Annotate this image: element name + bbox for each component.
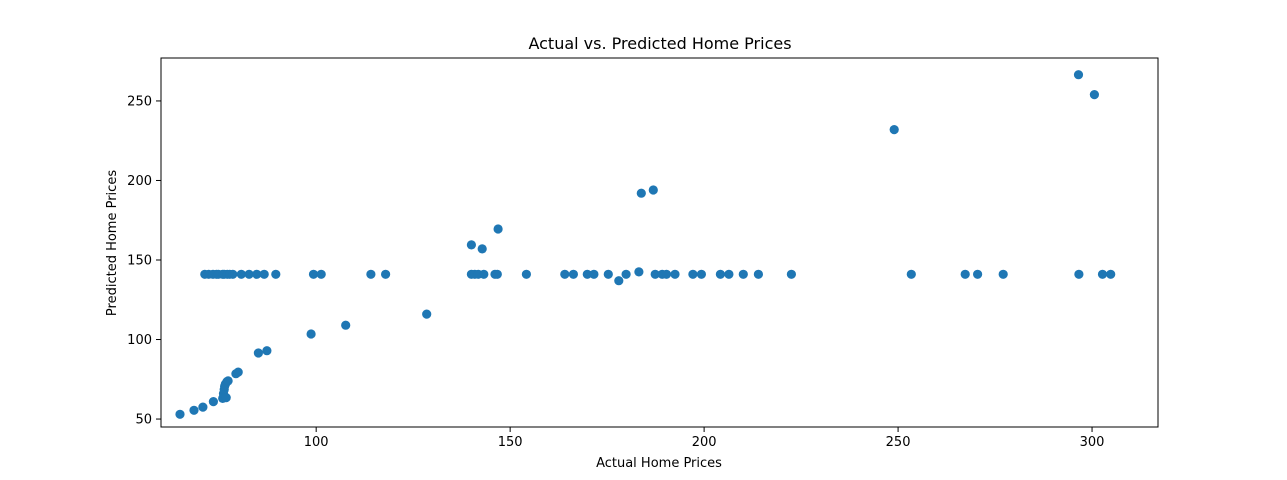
data-point xyxy=(906,269,916,279)
data-point xyxy=(262,346,272,356)
x-tick-label: 200 xyxy=(692,435,717,450)
data-point xyxy=(308,269,319,279)
data-point xyxy=(381,269,391,279)
data-point xyxy=(724,269,734,279)
x-tick-label: 100 xyxy=(304,435,329,450)
plot-area-frame xyxy=(160,57,1159,428)
data-point xyxy=(366,269,376,279)
data-point xyxy=(223,376,233,386)
data-point xyxy=(648,185,658,195)
x-axis-label: Actual Home Prices xyxy=(596,456,722,471)
data-point xyxy=(493,224,503,234)
data-point xyxy=(973,269,983,279)
data-point xyxy=(422,309,432,319)
data-point xyxy=(252,269,262,279)
data-point xyxy=(650,269,660,279)
data-point xyxy=(341,320,351,330)
data-point xyxy=(560,269,570,279)
y-tick-label: 50 xyxy=(135,413,152,428)
data-point xyxy=(316,269,326,279)
data-point xyxy=(696,269,707,279)
data-point xyxy=(1073,70,1084,80)
y-axis-label: Predicted Home Prices xyxy=(105,170,120,316)
data-point xyxy=(221,393,231,403)
data-point xyxy=(636,188,646,198)
data-points xyxy=(175,70,1116,419)
data-point xyxy=(466,240,476,250)
data-point xyxy=(492,269,502,279)
data-point xyxy=(738,269,748,279)
data-point xyxy=(753,269,764,279)
y-tick-label: 200 xyxy=(127,174,152,189)
data-point xyxy=(175,409,185,419)
data-point xyxy=(960,269,970,279)
data-point xyxy=(259,269,269,279)
data-point xyxy=(889,125,899,135)
data-point xyxy=(271,269,281,279)
data-point xyxy=(233,367,243,377)
data-point xyxy=(521,269,532,279)
data-point xyxy=(670,269,680,279)
data-point xyxy=(589,269,599,279)
data-point xyxy=(998,269,1008,279)
data-point xyxy=(236,269,246,279)
x-axis-ticks: 100 150 200 250 300 xyxy=(304,427,1105,450)
data-point xyxy=(1074,269,1084,279)
chart-title: Actual vs. Predicted Home Prices xyxy=(528,34,791,53)
data-point xyxy=(306,329,316,339)
y-tick-label: 250 xyxy=(127,94,152,109)
data-point xyxy=(634,267,644,277)
y-tick-label: 100 xyxy=(127,333,152,348)
y-axis-ticks: 50 100 150 200 250 xyxy=(127,94,161,428)
data-point xyxy=(1097,269,1108,279)
data-point xyxy=(715,269,726,279)
data-point xyxy=(661,269,672,279)
data-point xyxy=(208,397,218,407)
data-point xyxy=(244,269,254,279)
data-point xyxy=(786,269,797,279)
data-point xyxy=(189,405,199,415)
x-tick-label: 150 xyxy=(498,435,523,450)
data-point xyxy=(479,269,489,279)
data-point xyxy=(621,269,631,279)
data-point xyxy=(477,244,487,254)
data-point xyxy=(198,402,208,412)
data-point xyxy=(568,269,579,279)
data-point xyxy=(1106,269,1116,279)
y-tick-label: 150 xyxy=(127,253,152,268)
x-tick-label: 300 xyxy=(1080,435,1105,450)
data-point xyxy=(614,276,624,286)
data-point xyxy=(228,269,238,279)
x-tick-label: 250 xyxy=(886,435,911,450)
data-point xyxy=(582,269,592,279)
data-point xyxy=(688,269,698,279)
data-point xyxy=(603,269,613,279)
data-point xyxy=(1089,90,1099,100)
data-point xyxy=(253,348,263,358)
